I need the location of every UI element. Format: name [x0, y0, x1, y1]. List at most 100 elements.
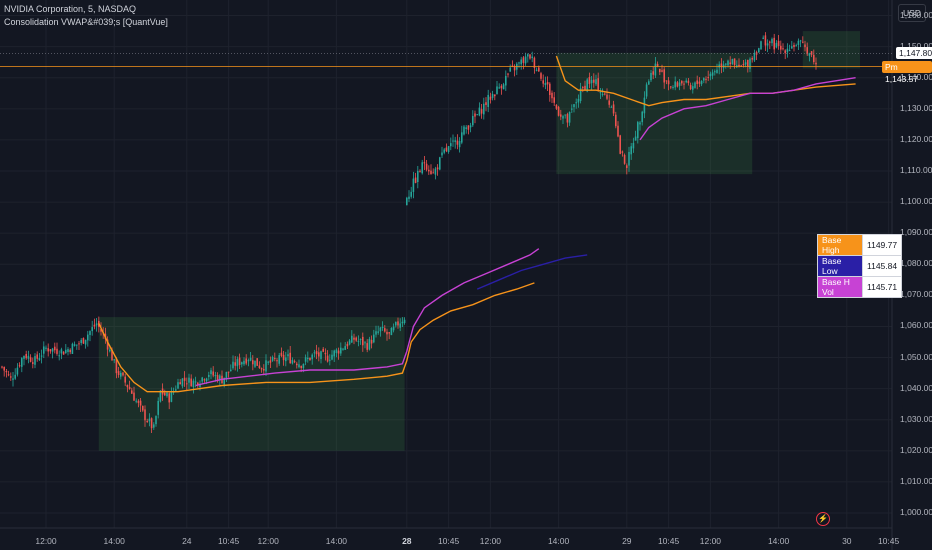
candle-body [227, 371, 230, 373]
candle-body [282, 354, 285, 361]
candle-body [555, 104, 558, 109]
candle-body [421, 162, 423, 174]
candle-body [434, 168, 437, 175]
candle-body [155, 416, 157, 425]
price-tick-label: 1,050.00 [900, 351, 932, 362]
base-box [556, 52, 753, 175]
candle-body [733, 58, 736, 66]
candle-body [392, 326, 395, 331]
candle-body [694, 82, 696, 88]
candle-body [795, 45, 797, 47]
candle-body [465, 127, 467, 129]
candle-body [793, 44, 795, 48]
series-line-base-h-vol [195, 77, 856, 387]
candle-body [47, 348, 49, 352]
candle-body [593, 79, 595, 83]
candle-body [69, 349, 71, 353]
candle-body [131, 390, 133, 394]
candle-body [5, 370, 8, 373]
candle-body [546, 82, 549, 85]
candle-body [16, 367, 19, 375]
time-tick-label: 10:45 [657, 536, 680, 546]
candle-body [159, 390, 162, 402]
candle-body [681, 80, 683, 84]
candle-body [38, 358, 41, 361]
candle-body [51, 348, 54, 352]
candle-body [271, 357, 274, 361]
candle-body [469, 125, 472, 128]
price-tick-label: 1,000.00 [900, 507, 932, 517]
candle-body [463, 126, 465, 135]
candle-body [329, 359, 331, 361]
candle-body [751, 58, 753, 60]
candle-body [40, 355, 43, 357]
candle-body [549, 83, 551, 95]
candle-body [311, 354, 313, 360]
candle-body [566, 114, 569, 123]
candle-body [192, 380, 195, 387]
candle-body [148, 418, 151, 422]
candle-body [346, 343, 349, 347]
candle-body [764, 35, 767, 46]
candle-body [703, 78, 705, 81]
base-high-row: Base High 1149.77 [817, 234, 903, 256]
candle-body [610, 106, 613, 108]
time-tick-label: 12:00 [257, 536, 279, 546]
candle-body [615, 114, 617, 127]
candle-body [742, 64, 745, 66]
candle-body [87, 334, 89, 341]
candle-body [71, 343, 74, 354]
candle-body [564, 114, 566, 116]
time-tick-label: 14:00 [103, 536, 125, 546]
candle-body [164, 392, 166, 396]
candle-body [419, 170, 421, 172]
candle-body [381, 326, 384, 329]
candle-body [491, 94, 494, 98]
lightning-icon[interactable]: ⚡ [816, 512, 830, 526]
candle-body [324, 352, 327, 355]
candle-body [219, 375, 221, 381]
currency-button[interactable]: USD [898, 4, 926, 22]
time-tick-label: 28 [402, 536, 412, 546]
candle-body [137, 400, 140, 403]
candle-body [236, 359, 239, 367]
candle-body [348, 340, 351, 345]
candle-body [489, 96, 492, 100]
candle-body [146, 420, 148, 422]
candle-body [168, 393, 170, 403]
candle-body [683, 83, 685, 85]
candle-body [608, 100, 610, 105]
candle-body [80, 339, 82, 343]
candle-body [265, 360, 267, 372]
candle-body [216, 375, 219, 382]
candle-body [813, 54, 815, 63]
candle-body [18, 365, 21, 367]
candle-body [522, 57, 525, 63]
candle-body [256, 358, 258, 366]
candle-body [142, 405, 144, 411]
candle-body [300, 366, 302, 369]
candle-body [626, 165, 628, 168]
candle-body [364, 342, 366, 344]
candle-body [56, 348, 58, 354]
candle-body [232, 361, 234, 369]
candle-body [212, 371, 214, 376]
candle-body [604, 93, 606, 95]
time-tick-label: 10:45 [877, 536, 900, 546]
candle-body [802, 41, 804, 43]
candle-body [401, 321, 404, 324]
candle-body [447, 146, 450, 152]
candle-body [355, 337, 357, 341]
price-tick-label: 1,110.00 [900, 165, 932, 175]
candle-body [76, 344, 78, 346]
candle-body [571, 108, 573, 110]
candle-body [454, 140, 456, 142]
candle-body [467, 125, 470, 130]
candle-body [689, 85, 692, 90]
candle-body [452, 140, 454, 142]
candle-body [478, 107, 481, 116]
candle-body [590, 79, 593, 84]
candle-body [384, 328, 386, 332]
candle-body [278, 355, 280, 364]
